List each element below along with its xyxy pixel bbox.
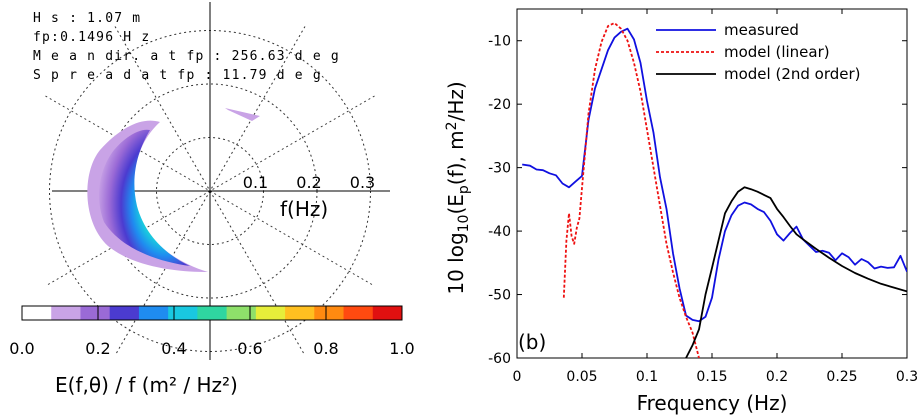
polar-grid — [45, 2, 390, 360]
legend-label: model (2nd order) — [724, 65, 861, 83]
x-tick-label-0.15: 0.15 — [696, 369, 727, 385]
colorbar-tick-0.2: 0.2 — [85, 339, 110, 358]
panel-label: (b) — [518, 330, 546, 354]
radial-axis-label: f(Hz) — [280, 197, 328, 221]
series-lines — [522, 22, 907, 358]
colorbar-tick-labels: 0.0 0.2 0.4 0.6 0.8 1.0 — [9, 339, 414, 358]
axis-ticks: 0 0.05 0.1 0.15 0.2 0.25 0.3 -60 -50 -40 -30 -20 -10 — [488, 9, 918, 385]
colorbar — [21, 305, 403, 321]
legend-label: model (linear) — [724, 43, 830, 61]
colorbar-tick-0.0: 0.0 — [9, 339, 34, 358]
colorbar-segment — [314, 306, 345, 320]
y-tick-label--10: -10 — [488, 34, 511, 50]
series-line-model-2nd-order- — [685, 186, 907, 358]
x-tick-label-0.1: 0.1 — [636, 369, 658, 385]
colorbar-title: E(f,θ) / f (m² / Hz²) — [55, 373, 238, 397]
radial-tick-0.3: 0.3 — [350, 173, 375, 192]
colorbar-segment — [197, 306, 228, 320]
colorbar-tick-0.6: 0.6 — [237, 339, 262, 358]
colorbar-tick-0.8: 0.8 — [313, 339, 338, 358]
colorbar-segment — [226, 306, 257, 320]
y-tick-label--20: -20 — [488, 97, 511, 113]
x-tick-label-0.05: 0.05 — [566, 369, 597, 385]
polar-plot: 0.1 0.2 0.3 f(Hz) H s : 1.07 m fp:0.1496 H… — [9, 2, 415, 397]
legend-label: measured — [724, 21, 799, 39]
colorbar-segment — [51, 306, 81, 320]
colorbar-segment — [138, 306, 169, 320]
colorbar-segment — [343, 306, 374, 320]
colorbar-frame — [21, 305, 403, 321]
y-tick-label--30: -30 — [488, 161, 511, 177]
annotation-mean-dir: M e a n dir. a t fp : 256.63 d e g — [33, 49, 340, 64]
colorbar-tick-1.0: 1.0 — [389, 339, 414, 358]
annotation-spread: S p r e a d a t fp : 11.79 d e g — [33, 68, 322, 83]
colorbar-segment — [285, 306, 315, 320]
spectrum-peak-contour — [99, 129, 190, 266]
radial-tick-0.1: 0.1 — [243, 173, 268, 192]
series-line-model-linear- — [562, 22, 700, 358]
x-tick-label-0: 0 — [513, 369, 522, 385]
y-tick-label--40: -40 — [488, 224, 511, 240]
line-chart: 0 0.05 0.1 0.15 0.2 0.25 0.3 -60 -50 -40 -30 -20 -10… — [444, 8, 918, 415]
colorbar-tick-0.4: 0.4 — [161, 339, 186, 358]
annotation-hs: H s : 1.07 m — [33, 11, 141, 26]
colorbar-segment — [168, 306, 198, 320]
colorbar-segment — [372, 306, 403, 320]
colorbar-segment — [109, 306, 140, 320]
legend: measured model (linear) model (2nd order) — [656, 21, 861, 83]
y-axis-label: 10 log10(Ep(f), m2/Hz) — [444, 81, 472, 294]
annotation-fp: fp:0.1496 H z — [33, 30, 150, 45]
y-tick-label--60: -60 — [488, 351, 511, 367]
colorbar-segment — [22, 306, 52, 320]
colorbar-segment — [255, 306, 286, 320]
colorbar-segment — [80, 306, 111, 320]
x-tick-label-0.25: 0.25 — [826, 369, 857, 385]
radial-tick-0.2: 0.2 — [296, 173, 321, 192]
x-tick-label-0.3: 0.3 — [896, 369, 918, 385]
plot-frame — [516, 8, 908, 359]
y-tick-label--50: -50 — [488, 288, 511, 304]
x-tick-label-0.2: 0.2 — [766, 369, 788, 385]
spectrum-secondary-blob — [225, 108, 260, 121]
x-axis-label: Frequency (Hz) — [637, 391, 788, 415]
radial-tick-labels: 0.1 0.2 0.3 — [243, 173, 375, 192]
